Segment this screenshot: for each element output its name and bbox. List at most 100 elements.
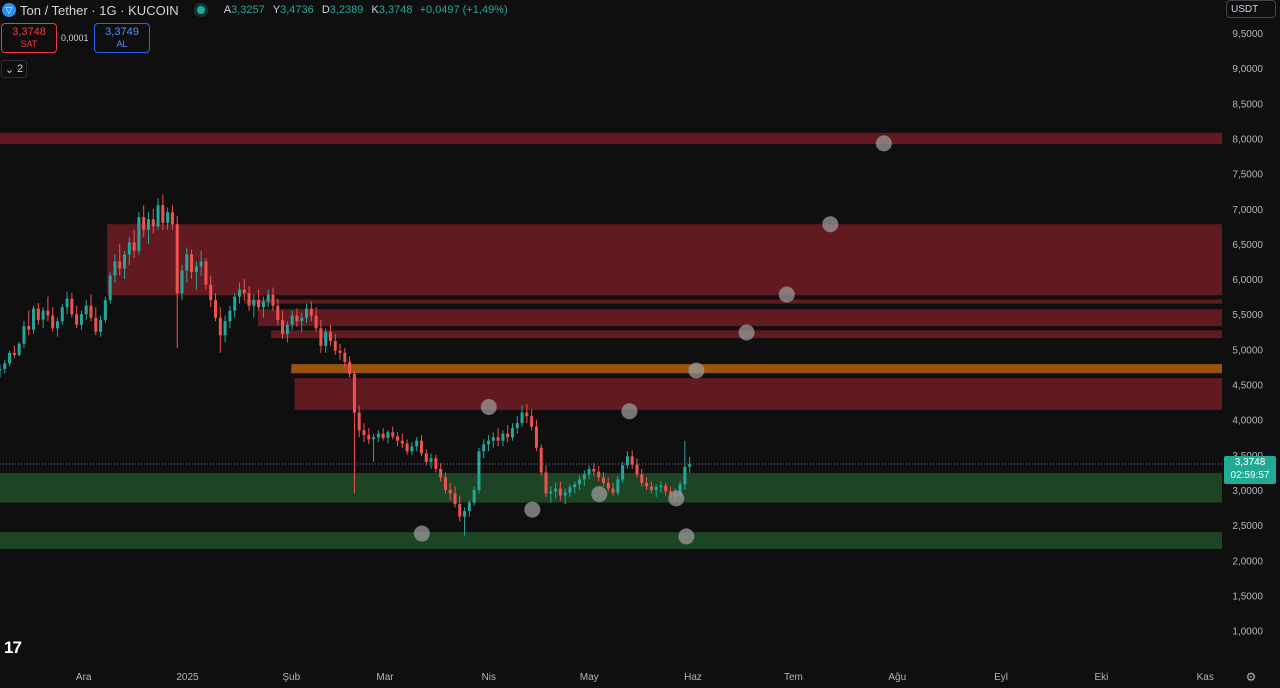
candle-body (391, 432, 395, 437)
candle-body (247, 293, 251, 306)
candle-body (108, 275, 112, 301)
candle-body (89, 305, 93, 318)
candle-body (573, 484, 577, 488)
candle-body (606, 482, 610, 489)
candle-body (568, 487, 572, 493)
candle-body (415, 440, 419, 447)
candle-body (146, 219, 150, 230)
marker-circle (822, 216, 839, 233)
candle-body (563, 492, 567, 496)
candle-body (625, 456, 629, 466)
candle-body (295, 315, 299, 322)
x-axis-tick-label: Şub (282, 672, 300, 683)
y-axis-tick-label: 3,0000 (1232, 486, 1263, 497)
candle-body (357, 412, 361, 431)
buy-label: AL (116, 39, 128, 49)
candle-body (60, 307, 64, 322)
candle-body (79, 314, 83, 325)
candle-body (396, 436, 400, 441)
candle-body (630, 456, 634, 465)
marker-circle (678, 528, 695, 545)
ohlc-values: A3,3257 Y3,4736 D3,2389 K3,3748 +0,0497 … (219, 4, 508, 16)
y-axis-tick-label: 6,5000 (1232, 240, 1263, 251)
ton-logo-icon: ▽ (2, 3, 16, 17)
candle-body (410, 446, 414, 452)
marker-circle (480, 398, 497, 415)
gear-icon[interactable]: ⚙ (1245, 670, 1257, 684)
y-axis-tick-label: 1,0000 (1232, 627, 1263, 638)
candle-body (3, 363, 7, 370)
y-axis-tick-label: 4,5000 (1232, 381, 1263, 392)
candle-body (683, 466, 687, 485)
candle-body (0, 369, 2, 371)
candle-body (592, 468, 596, 472)
candle-body (185, 254, 189, 271)
candle-body (170, 212, 174, 225)
candle-body (525, 412, 529, 417)
marker-circle (413, 525, 430, 542)
marker-circle (778, 286, 795, 303)
x-axis-tick-label: Tem (784, 672, 803, 683)
candle-body (640, 474, 644, 483)
low-label: D (321, 4, 330, 16)
open-value: 3,3257 (231, 4, 265, 16)
candle-body (190, 254, 194, 273)
candle-body (137, 217, 141, 251)
zone-resistance (0, 132, 1222, 145)
candle-body (482, 444, 486, 452)
candle-body (539, 447, 543, 473)
y-axis-tick-label: 9,5000 (1232, 29, 1263, 40)
candle-body (635, 464, 639, 475)
candle-body (103, 300, 107, 320)
candle-body (266, 294, 270, 302)
y-axis-tick-label: 5,5000 (1232, 310, 1263, 321)
symbol-title[interactable]: Ton / Tether · 1G · KUCOIN (20, 2, 179, 18)
high-label: Y (272, 4, 281, 16)
candle-body (285, 324, 289, 334)
candle-body (32, 308, 36, 330)
buy-button[interactable]: 3,3749 AL (94, 23, 150, 53)
candle-body (257, 300, 261, 308)
currency-selector[interactable]: USDT (1226, 0, 1276, 18)
zone-resistance (107, 224, 1222, 296)
buy-price: 3,3749 (105, 26, 139, 38)
zone-orange (291, 364, 1222, 374)
candle-body (290, 315, 294, 325)
candle-body (99, 319, 103, 332)
y-axis-tick-label: 5,0000 (1232, 345, 1263, 356)
candle-body (314, 315, 318, 329)
marker-circle (524, 501, 541, 518)
candle-body (372, 437, 376, 440)
candle-body (367, 435, 371, 440)
candle-body (22, 326, 26, 344)
indicator-count: 2 (17, 63, 24, 75)
zone-support (0, 532, 1222, 550)
marker-circle (668, 490, 685, 507)
x-axis-tick-label: May (580, 672, 599, 683)
candle-body (151, 219, 155, 227)
x-axis-tick-label: Mar (376, 672, 394, 683)
candle-body (496, 437, 500, 441)
indicators-collapse-button[interactable]: ⌄ 2 (1, 60, 27, 78)
candle-body (477, 451, 481, 490)
candle-body (156, 205, 160, 227)
candle-body (161, 205, 165, 223)
current-price: 3,3748 (1234, 457, 1266, 468)
candle-body (678, 484, 682, 496)
candle-body (381, 433, 385, 438)
sell-label: SAT (20, 39, 38, 49)
zone-resistance (244, 299, 1222, 304)
candle-body (113, 261, 117, 276)
tradingview-logo-icon[interactable]: 17 (4, 638, 22, 657)
x-axis-tick-label: Kas (1197, 672, 1214, 683)
current-price-label: 3,3748 02:59:57 (1224, 456, 1276, 484)
sell-button[interactable]: 3,3748 SAT (1, 23, 57, 53)
candle-body (233, 296, 237, 311)
candle-body (324, 331, 328, 346)
y-axis-tick-label: 8,0000 (1232, 134, 1263, 145)
candle-body (348, 362, 352, 374)
candle-body (453, 493, 457, 505)
candle-body (501, 433, 505, 441)
